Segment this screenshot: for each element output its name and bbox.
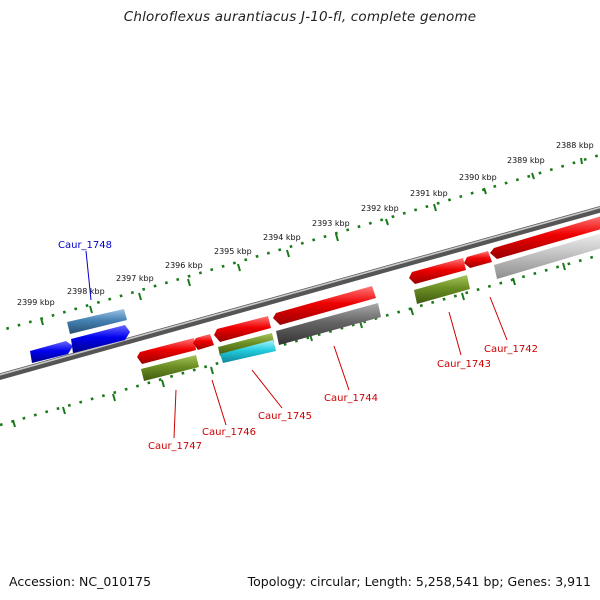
gene-label-caur-1747[interactable]: Caur_1747 [148, 441, 202, 452]
ruler-label: 2395 kbp [214, 247, 252, 256]
leader-caur-1745 [251, 369, 283, 409]
label-leaders [85, 250, 508, 439]
cds-caur-1746[interactable] [193, 334, 214, 350]
cds-caur-1745[interactable] [214, 316, 271, 342]
cds-caur-1742a[interactable] [464, 251, 492, 268]
ruler-label: 2393 kbp [312, 219, 350, 228]
gene-label-caur-1748[interactable]: Caur_1748 [58, 240, 112, 251]
cds-cyan-1745[interactable] [220, 340, 276, 363]
cds-darkgray-1744[interactable] [276, 303, 381, 345]
gene-labels: Caur_1748 Caur_1747 Caur_1746 Caur_1745 … [58, 240, 538, 452]
cds-olive-1747[interactable] [141, 355, 199, 381]
ruler-label: 2389 kbp [507, 156, 545, 165]
gene-label-caur-1744[interactable]: Caur_1744 [324, 393, 378, 404]
gene-label-caur-1746[interactable]: Caur_1746 [202, 427, 256, 438]
gene-label-caur-1742[interactable]: Caur_1742 [484, 344, 538, 355]
cds-caur-1747[interactable] [137, 338, 196, 364]
leader-caur-1742 [489, 296, 508, 341]
accession-text: Accession: NC_010175 [9, 574, 152, 589]
ruler-label: 2390 kbp [459, 173, 497, 182]
outer-ring-major-ticks [40, 157, 583, 326]
cds-caur-1744[interactable] [273, 286, 376, 325]
cds-olive-1743[interactable] [414, 275, 470, 304]
leader-caur-1743 [448, 311, 462, 356]
cds-blue-left[interactable] [30, 341, 73, 363]
leader-caur-1746 [211, 379, 227, 426]
secondary-features [67, 232, 600, 381]
leader-caur-1748 [85, 250, 92, 301]
genome-backbone [0, 206, 600, 380]
map-title: Chloroflexus aurantiacus J-10-fl, comple… [123, 9, 477, 25]
cds-olive-1745[interactable] [218, 333, 274, 356]
gene-label-caur-1743[interactable]: Caur_1743 [437, 359, 491, 370]
ruler-label: 2397 kbp [116, 274, 154, 283]
forward-strand-features [30, 215, 600, 364]
cds-blue-right[interactable] [71, 325, 130, 353]
ruler-label: 2394 kbp [263, 233, 301, 242]
ruler-label: 2396 kbp [165, 261, 203, 270]
ruler-label: 2399 kbp [17, 298, 55, 307]
cds-caur-1742b[interactable] [490, 215, 600, 259]
gene-label-caur-1745[interactable]: Caur_1745 [258, 411, 312, 422]
leader-caur-1747 [173, 389, 177, 439]
ruler-labels: 2388 kbp 2389 kbp 2390 kbp 2391 kbp 2392… [17, 141, 594, 307]
cds-lightgray-1742[interactable] [494, 232, 600, 279]
cds-caur-1743[interactable] [409, 258, 466, 284]
ruler-label: 2388 kbp [556, 141, 594, 150]
leader-caur-1744 [333, 345, 350, 391]
genome-summary-text: Topology: circular; Length: 5,258,541 bp… [247, 574, 591, 589]
ruler-label: 2398 kbp [67, 287, 105, 296]
inner-ring-major-ticks [12, 262, 566, 428]
cds-steelblue[interactable] [67, 309, 127, 334]
ruler-label: 2391 kbp [410, 189, 448, 198]
genome-backbone-highlight [0, 206, 600, 376]
ruler-label: 2392 kbp [361, 204, 399, 213]
